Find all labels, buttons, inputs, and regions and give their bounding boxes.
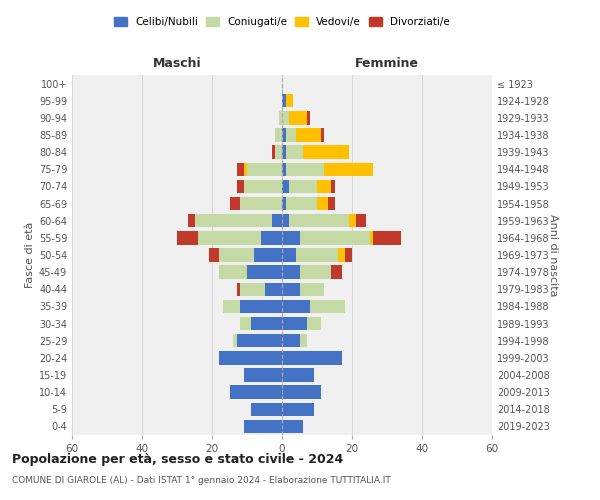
Bar [307, 317, 320, 330]
Bar [282, 402, 314, 416]
Bar [219, 248, 254, 262]
Bar [244, 420, 282, 433]
Bar [289, 180, 317, 193]
Bar [278, 111, 282, 124]
Bar [251, 402, 282, 416]
Bar [233, 334, 236, 347]
Bar [236, 334, 282, 347]
Bar [282, 386, 320, 399]
Bar [286, 162, 324, 176]
Bar [282, 180, 289, 193]
Bar [296, 248, 338, 262]
Legend: Celibi/Nubili, Coniugati/e, Vedovi/e, Divorziati/e: Celibi/Nubili, Coniugati/e, Vedovi/e, Di… [110, 12, 454, 31]
Bar [244, 368, 282, 382]
Bar [229, 386, 282, 399]
Text: Femmine: Femmine [355, 57, 419, 70]
Bar [282, 248, 296, 262]
Bar [271, 146, 275, 159]
Bar [282, 334, 299, 347]
Bar [286, 128, 296, 141]
Bar [345, 248, 352, 262]
Bar [229, 197, 240, 210]
Bar [370, 231, 373, 244]
Bar [236, 162, 244, 176]
Y-axis label: Fasce di età: Fasce di età [25, 222, 35, 288]
Bar [244, 162, 247, 176]
Bar [282, 94, 286, 108]
Bar [317, 180, 331, 193]
Y-axis label: Anni di nascita: Anni di nascita [548, 214, 558, 296]
Text: Popolazione per età, sesso e stato civile - 2024: Popolazione per età, sesso e stato civil… [12, 452, 343, 466]
Bar [194, 214, 271, 228]
Bar [310, 300, 345, 313]
Bar [282, 111, 289, 124]
Bar [240, 300, 282, 313]
Bar [282, 146, 286, 159]
Bar [247, 266, 282, 279]
Bar [303, 146, 349, 159]
Bar [261, 231, 282, 244]
Bar [187, 214, 194, 228]
Bar [219, 351, 282, 364]
Bar [317, 197, 328, 210]
Bar [177, 231, 198, 244]
Bar [236, 282, 240, 296]
Bar [349, 214, 355, 228]
Bar [244, 180, 282, 193]
Bar [320, 128, 324, 141]
Bar [209, 248, 219, 262]
Bar [355, 214, 366, 228]
Bar [282, 300, 310, 313]
Bar [282, 214, 289, 228]
Bar [282, 128, 286, 141]
Bar [296, 128, 320, 141]
Text: Maschi: Maschi [152, 57, 202, 70]
Bar [299, 231, 370, 244]
Bar [282, 368, 314, 382]
Bar [299, 282, 324, 296]
Bar [271, 214, 282, 228]
Bar [373, 231, 401, 244]
Bar [286, 146, 303, 159]
Bar [286, 197, 317, 210]
Bar [251, 317, 282, 330]
Bar [282, 351, 341, 364]
Bar [289, 111, 307, 124]
Bar [219, 266, 247, 279]
Bar [289, 214, 349, 228]
Bar [275, 128, 282, 141]
Bar [275, 146, 282, 159]
Bar [240, 197, 282, 210]
Text: COMUNE DI GIAROLE (AL) - Dati ISTAT 1° gennaio 2024 - Elaborazione TUTTITALIA.IT: COMUNE DI GIAROLE (AL) - Dati ISTAT 1° g… [12, 476, 391, 485]
Bar [198, 231, 261, 244]
Bar [247, 162, 282, 176]
Bar [265, 282, 282, 296]
Bar [282, 231, 299, 244]
Bar [282, 282, 299, 296]
Bar [328, 197, 335, 210]
Bar [299, 334, 307, 347]
Bar [236, 180, 244, 193]
Bar [307, 111, 310, 124]
Bar [282, 317, 307, 330]
Bar [331, 266, 341, 279]
Bar [223, 300, 240, 313]
Bar [240, 317, 251, 330]
Bar [282, 162, 286, 176]
Bar [331, 180, 335, 193]
Bar [282, 197, 286, 210]
Bar [286, 94, 293, 108]
Bar [299, 266, 331, 279]
Bar [282, 266, 299, 279]
Bar [338, 248, 345, 262]
Bar [282, 420, 303, 433]
Bar [254, 248, 282, 262]
Bar [324, 162, 373, 176]
Bar [240, 282, 265, 296]
